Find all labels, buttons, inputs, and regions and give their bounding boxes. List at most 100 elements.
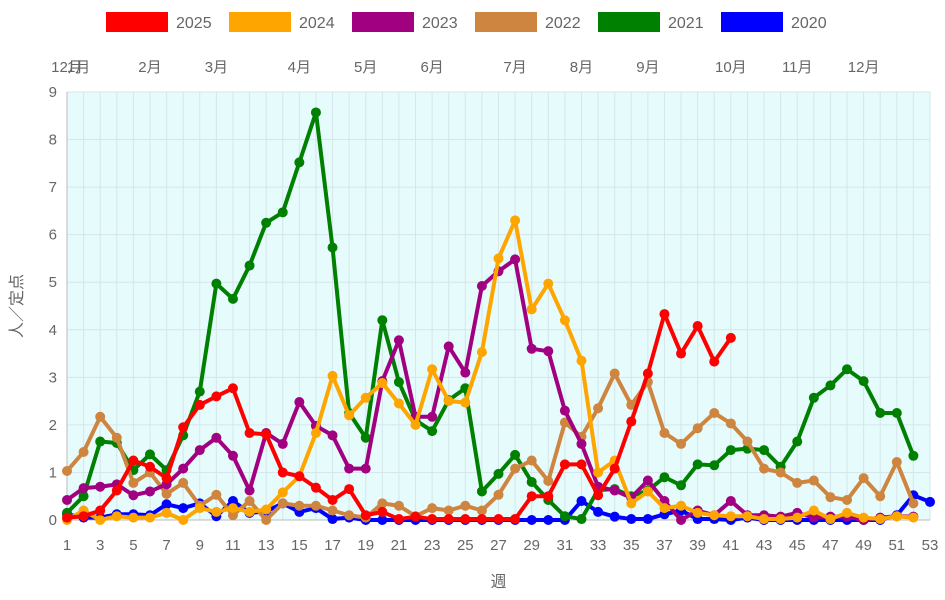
data-point[interactable] — [626, 416, 637, 427]
data-point[interactable] — [676, 515, 687, 525]
data-point[interactable] — [692, 423, 703, 434]
data-point[interactable] — [62, 466, 72, 477]
data-point[interactable] — [460, 514, 471, 525]
data-point[interactable] — [327, 242, 338, 253]
data-point[interactable] — [178, 477, 189, 488]
data-point[interactable] — [344, 410, 355, 421]
data-point[interactable] — [460, 397, 471, 408]
data-point[interactable] — [360, 392, 371, 403]
data-point[interactable] — [211, 432, 222, 443]
legend[interactable]: 2025 2024 2023 2022 2021 2020 — [106, 12, 827, 32]
data-point[interactable] — [377, 378, 388, 389]
data-point[interactable] — [725, 495, 736, 506]
data-point[interactable] — [78, 511, 89, 522]
data-point[interactable] — [194, 399, 205, 410]
data-point[interactable] — [95, 436, 106, 447]
data-point[interactable] — [559, 459, 570, 470]
data-point[interactable] — [144, 461, 155, 472]
data-point[interactable] — [858, 376, 869, 387]
data-point[interactable] — [526, 304, 537, 315]
data-point[interactable] — [310, 107, 321, 118]
data-point[interactable] — [842, 364, 853, 375]
data-point[interactable] — [194, 386, 205, 397]
data-point[interactable] — [78, 446, 89, 457]
data-point[interactable] — [327, 505, 338, 516]
data-point[interactable] — [709, 510, 720, 521]
data-point[interactable] — [427, 411, 438, 422]
data-point[interactable] — [742, 436, 753, 447]
data-point[interactable] — [227, 293, 238, 304]
data-point[interactable] — [476, 281, 487, 292]
data-point[interactable] — [659, 503, 670, 514]
data-point[interactable] — [261, 429, 272, 440]
data-point[interactable] — [609, 485, 620, 496]
data-point[interactable] — [925, 496, 935, 507]
data-point[interactable] — [277, 438, 288, 449]
data-point[interactable] — [393, 335, 404, 346]
data-point[interactable] — [576, 514, 587, 525]
data-point[interactable] — [642, 486, 653, 497]
data-point[interactable] — [476, 486, 487, 497]
legend-item-2020[interactable]: 2020 — [721, 12, 827, 32]
data-point[interactable] — [593, 403, 604, 414]
data-point[interactable] — [842, 507, 853, 518]
data-point[interactable] — [510, 449, 521, 460]
data-point[interactable] — [526, 455, 537, 466]
data-point[interactable] — [642, 514, 653, 525]
data-point[interactable] — [642, 368, 653, 379]
data-point[interactable] — [161, 473, 172, 484]
data-point[interactable] — [476, 514, 487, 525]
data-point[interactable] — [128, 477, 139, 488]
data-point[interactable] — [526, 491, 537, 502]
data-point[interactable] — [559, 315, 570, 326]
data-point[interactable] — [808, 512, 819, 523]
data-point[interactable] — [211, 489, 222, 500]
data-point[interactable] — [775, 467, 786, 478]
data-point[interactable] — [161, 499, 172, 510]
data-point[interactable] — [510, 215, 521, 226]
data-point[interactable] — [244, 260, 255, 271]
data-point[interactable] — [543, 515, 554, 525]
data-point[interactable] — [659, 427, 670, 438]
data-point[interactable] — [593, 490, 604, 501]
data-point[interactable] — [626, 514, 637, 525]
data-point[interactable] — [858, 512, 869, 523]
data-point[interactable] — [277, 207, 288, 218]
data-point[interactable] — [244, 427, 255, 438]
data-point[interactable] — [410, 511, 421, 522]
data-point[interactable] — [427, 426, 438, 437]
data-point[interactable] — [676, 438, 687, 449]
data-point[interactable] — [227, 450, 238, 461]
data-point[interactable] — [792, 477, 803, 488]
data-point[interactable] — [95, 505, 106, 516]
data-point[interactable] — [725, 445, 736, 456]
data-point[interactable] — [393, 398, 404, 409]
data-point[interactable] — [128, 490, 139, 501]
data-point[interactable] — [759, 445, 770, 456]
data-point[interactable] — [393, 377, 404, 388]
data-point[interactable] — [78, 491, 89, 502]
data-point[interactable] — [692, 320, 703, 331]
data-point[interactable] — [443, 514, 454, 525]
data-point[interactable] — [725, 418, 736, 429]
data-point[interactable] — [443, 505, 454, 516]
data-point[interactable] — [95, 411, 106, 422]
data-point[interactable] — [642, 475, 653, 486]
data-point[interactable] — [277, 467, 288, 478]
data-point[interactable] — [62, 495, 72, 506]
data-point[interactable] — [161, 507, 172, 518]
data-point[interactable] — [476, 505, 487, 516]
data-point[interactable] — [161, 488, 172, 499]
data-point[interactable] — [526, 476, 537, 487]
data-point[interactable] — [543, 346, 554, 357]
data-point[interactable] — [294, 397, 305, 408]
data-point[interactable] — [62, 512, 72, 523]
data-point[interactable] — [244, 495, 255, 506]
data-point[interactable] — [808, 505, 819, 516]
data-point[interactable] — [360, 463, 371, 474]
data-point[interactable] — [609, 368, 620, 379]
data-point[interactable] — [842, 495, 853, 506]
data-point[interactable] — [244, 485, 255, 496]
data-point[interactable] — [144, 512, 155, 523]
data-point[interactable] — [310, 427, 321, 438]
